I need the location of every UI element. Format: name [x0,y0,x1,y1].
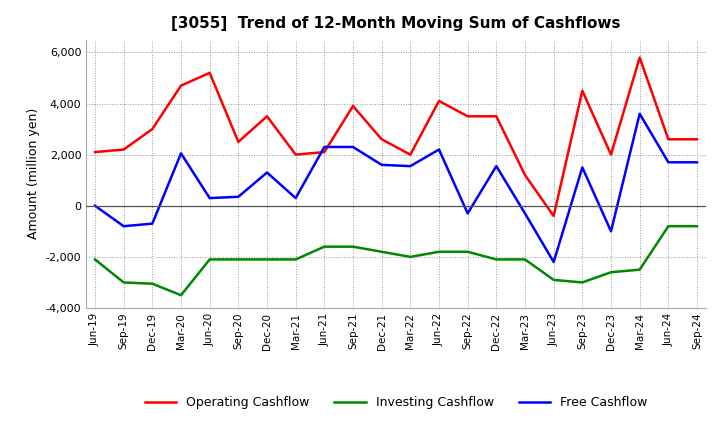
Free Cashflow [234,194,243,199]
Free Cashflow [348,144,357,150]
Operating Cashflow [607,152,616,157]
Operating Cashflow [578,88,587,93]
Investing Cashflow [549,277,558,282]
Investing Cashflow [664,224,672,229]
Investing Cashflow [292,257,300,262]
Operating Cashflow [521,172,529,178]
Free Cashflow [120,224,128,229]
Operating Cashflow [635,55,644,60]
Investing Cashflow [148,281,157,286]
Free Cashflow [635,111,644,116]
Free Cashflow [406,164,415,169]
Free Cashflow [549,259,558,264]
Operating Cashflow [693,137,701,142]
Line: Investing Cashflow: Investing Cashflow [95,226,697,295]
Operating Cashflow [148,126,157,132]
Free Cashflow [492,164,500,169]
Investing Cashflow [348,244,357,249]
Operating Cashflow [176,83,185,88]
Operating Cashflow [120,147,128,152]
Free Cashflow [292,195,300,201]
Investing Cashflow [635,267,644,272]
Operating Cashflow [406,152,415,157]
Legend: Operating Cashflow, Investing Cashflow, Free Cashflow: Operating Cashflow, Investing Cashflow, … [140,392,652,414]
Investing Cashflow [693,224,701,229]
Free Cashflow [205,195,214,201]
Operating Cashflow [263,114,271,119]
Investing Cashflow [492,257,500,262]
Free Cashflow [664,160,672,165]
Free Cashflow [377,162,386,168]
Operating Cashflow [549,213,558,219]
Operating Cashflow [320,150,328,155]
Operating Cashflow [664,137,672,142]
Investing Cashflow [320,244,328,249]
Line: Operating Cashflow: Operating Cashflow [95,58,697,216]
Free Cashflow [607,229,616,234]
Free Cashflow [693,160,701,165]
Investing Cashflow [607,270,616,275]
Operating Cashflow [234,139,243,144]
Free Cashflow [435,147,444,152]
Line: Free Cashflow: Free Cashflow [95,114,697,262]
Free Cashflow [521,211,529,216]
Operating Cashflow [435,98,444,103]
Title: [3055]  Trend of 12-Month Moving Sum of Cashflows: [3055] Trend of 12-Month Moving Sum of C… [171,16,621,32]
Operating Cashflow [292,152,300,157]
Operating Cashflow [91,150,99,155]
Operating Cashflow [348,103,357,109]
Free Cashflow [320,144,328,150]
Investing Cashflow [464,249,472,254]
Free Cashflow [91,203,99,209]
Investing Cashflow [205,257,214,262]
Investing Cashflow [120,280,128,285]
Operating Cashflow [492,114,500,119]
Operating Cashflow [464,114,472,119]
Investing Cashflow [578,280,587,285]
Investing Cashflow [406,254,415,260]
Free Cashflow [148,221,157,226]
Investing Cashflow [263,257,271,262]
Investing Cashflow [521,257,529,262]
Free Cashflow [176,151,185,156]
Investing Cashflow [91,257,99,262]
Y-axis label: Amount (million yen): Amount (million yen) [27,108,40,239]
Investing Cashflow [435,249,444,254]
Operating Cashflow [205,70,214,76]
Operating Cashflow [377,137,386,142]
Investing Cashflow [377,249,386,254]
Free Cashflow [263,170,271,175]
Investing Cashflow [234,257,243,262]
Investing Cashflow [176,293,185,298]
Free Cashflow [464,211,472,216]
Free Cashflow [578,165,587,170]
